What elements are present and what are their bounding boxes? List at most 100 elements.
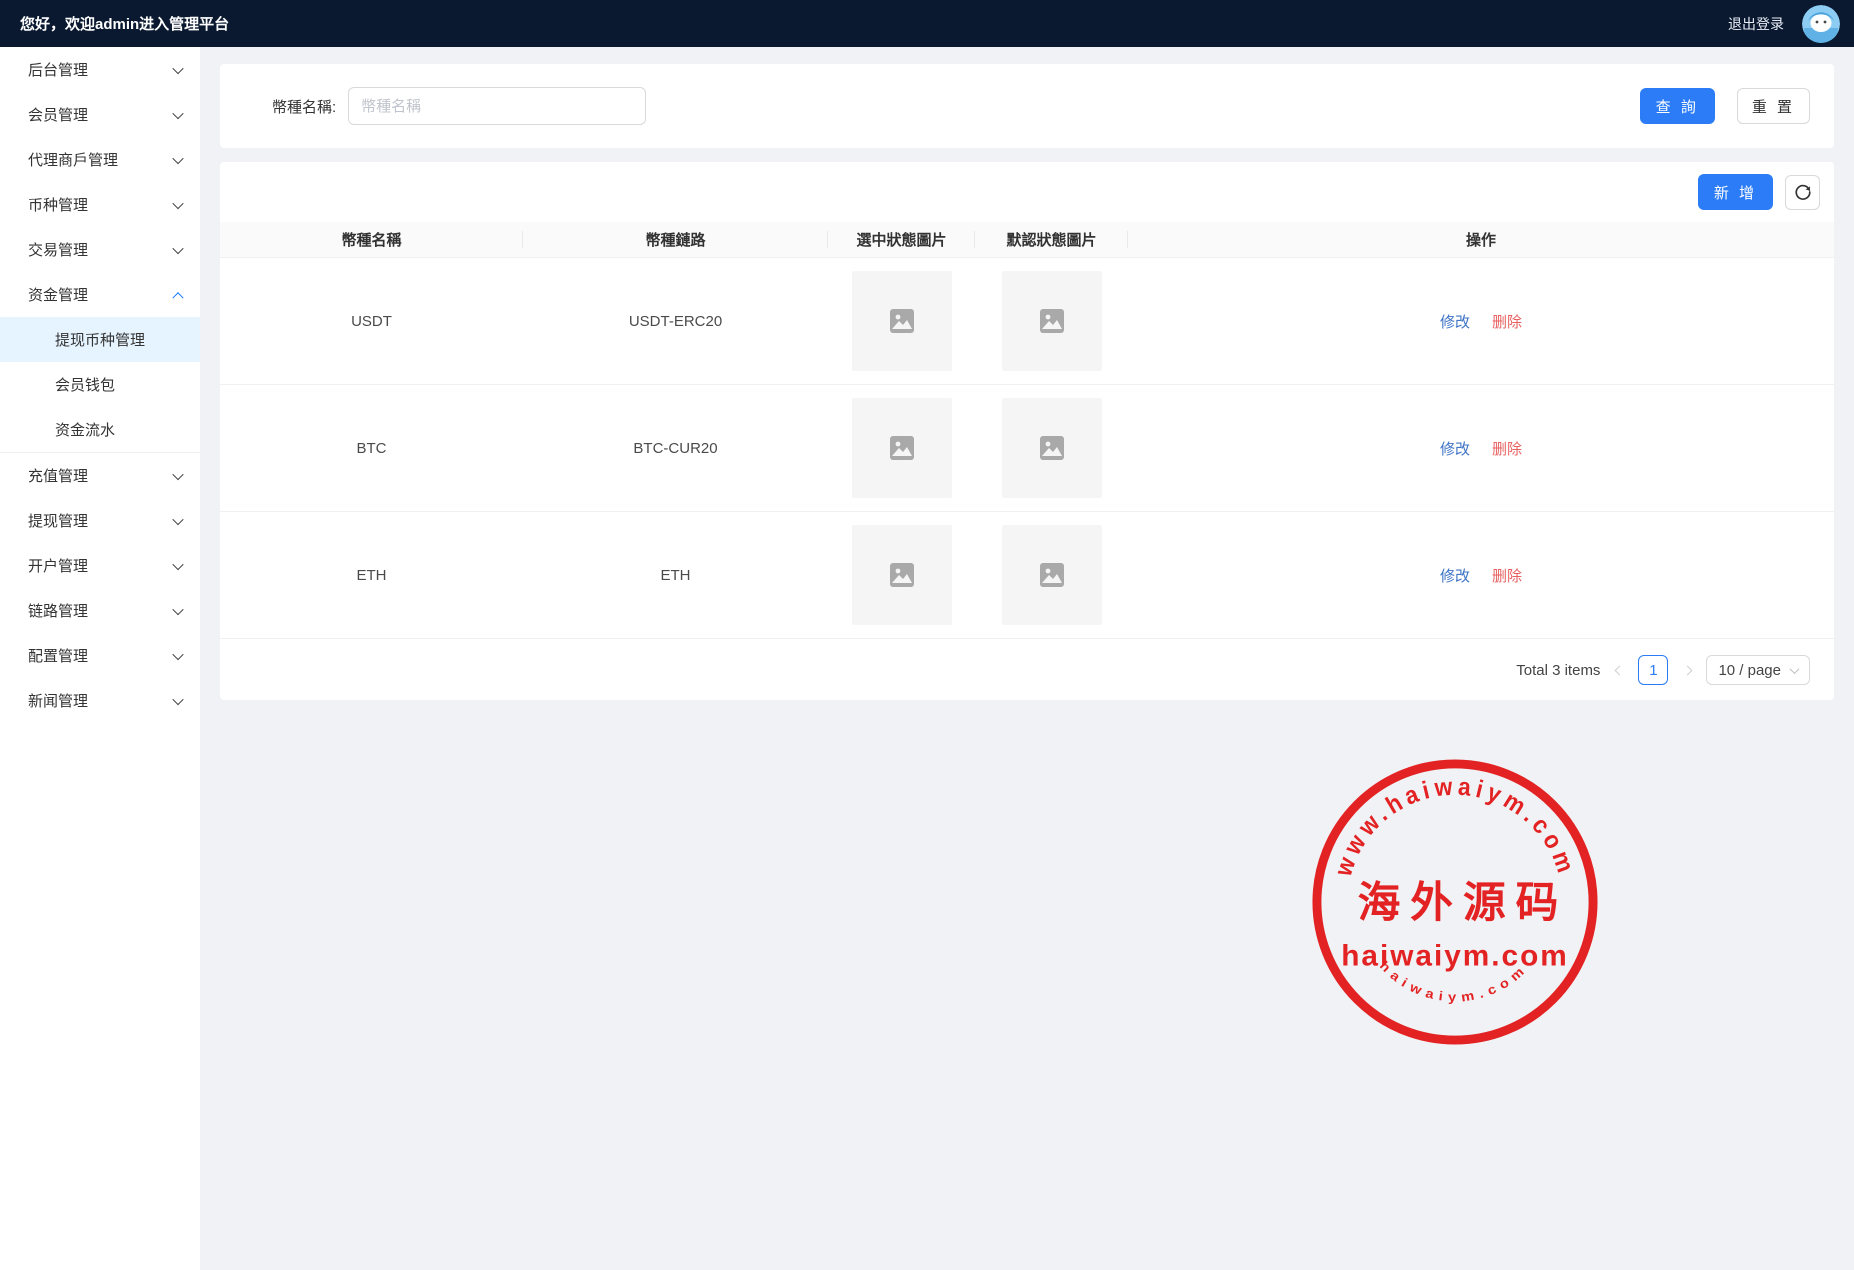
sidebar-item-label: 新闻管理	[28, 693, 89, 710]
header-coin-chain: 幣種鏈路	[523, 222, 828, 257]
sidebar-item-members[interactable]: 会员管理	[0, 92, 200, 137]
refresh-button[interactable]	[1785, 174, 1820, 210]
sidebar-item-label: 充值管理	[28, 468, 89, 485]
sidebar-item-config[interactable]: 配置管理	[0, 633, 200, 678]
chevron-down-icon	[172, 558, 184, 570]
sidebar-subitem-fund-flow[interactable]: 资金流水	[0, 407, 200, 452]
user-avatar[interactable]	[1802, 4, 1840, 43]
sidebar-subitem-label: 会员钱包	[55, 377, 116, 394]
sidebar-item-withdraw[interactable]: 提现管理	[0, 498, 200, 543]
prev-page-button[interactable]	[1612, 663, 1626, 677]
funds-submenu: 提现币种管理 会员钱包 资金流水	[0, 317, 200, 453]
sidebar-subitem-member-wallet[interactable]: 会员钱包	[0, 362, 200, 407]
edit-link[interactable]: 修改	[1439, 567, 1470, 585]
refresh-icon	[1794, 184, 1811, 200]
chevron-down-icon	[1789, 663, 1800, 674]
sidebar-item-funds[interactable]: 资金管理	[0, 272, 200, 317]
delete-link[interactable]: 删除	[1492, 567, 1523, 585]
table-row: USDT USDT-ERC20 修改 删除	[220, 258, 1834, 385]
header-actions: 操作	[1465, 232, 1496, 249]
image-placeholder-icon	[889, 563, 914, 587]
sidebar-item-backend[interactable]: 后台管理	[0, 47, 200, 92]
edit-link[interactable]: 修改	[1439, 440, 1470, 458]
header-selected-img: 選中狀態圖片	[828, 222, 975, 257]
chevron-down-icon	[172, 62, 184, 74]
next-page-button[interactable]	[1680, 663, 1694, 677]
chevron-down-icon	[172, 242, 184, 254]
sidebar-item-label: 链路管理	[28, 603, 89, 620]
chevron-left-icon	[1614, 665, 1625, 675]
sidebar-subitem-withdraw-coins[interactable]: 提现币种管理	[0, 317, 200, 362]
chevron-down-icon	[172, 648, 184, 660]
sidebar-item-label: 提现管理	[28, 513, 89, 530]
reset-button[interactable]: 重 置	[1736, 88, 1810, 124]
sidebar-item-coins[interactable]: 币种管理	[0, 182, 200, 227]
chevron-down-icon	[172, 468, 184, 480]
default-state-image[interactable]	[1001, 525, 1102, 625]
cell-coin-name: BTC	[356, 439, 387, 457]
chevron-down-icon	[172, 513, 184, 525]
cell-coin-chain: BTC-CUR20	[633, 439, 718, 457]
sidebar-item-news[interactable]: 新闻管理	[0, 678, 200, 723]
sidebar-item-accounts[interactable]: 开户管理	[0, 543, 200, 588]
sidebar-subitem-label: 资金流水	[55, 422, 116, 439]
query-button[interactable]: 查 詢	[1639, 88, 1715, 124]
page-size-select[interactable]: 10 / page	[1706, 655, 1810, 685]
page-size-value: 10 / page	[1718, 661, 1781, 679]
selected-state-image[interactable]	[851, 525, 952, 625]
sidebar-item-label: 代理商戶管理	[28, 152, 119, 169]
sidebar-item-agents[interactable]: 代理商戶管理	[0, 137, 200, 182]
cell-coin-name: USDT	[351, 312, 392, 330]
image-placeholder-icon	[889, 436, 914, 460]
sidebar-item-label: 交易管理	[28, 242, 89, 259]
default-state-image[interactable]	[1001, 271, 1102, 371]
default-state-image[interactable]	[1001, 398, 1102, 498]
delete-link[interactable]: 删除	[1492, 313, 1523, 331]
coin-name-input[interactable]	[348, 87, 647, 125]
sidebar-item-label: 配置管理	[28, 648, 89, 665]
avatar-icon	[1802, 4, 1840, 43]
selected-state-image[interactable]	[851, 398, 952, 498]
main-content: 幣種名稱: 查 詢 重 置 新 增 幣種名稱 幣種鏈路 選中狀態圖片 默認狀態圖…	[200, 47, 1854, 1270]
sidebar-item-label: 币种管理	[28, 197, 89, 214]
chevron-down-icon	[172, 603, 184, 615]
header-default-img: 默認狀態圖片	[975, 222, 1128, 257]
image-placeholder-icon	[1039, 436, 1064, 460]
selected-state-image[interactable]	[851, 271, 952, 371]
table-row: BTC BTC-CUR20 修改 删除	[220, 385, 1834, 512]
sidebar-item-label: 会员管理	[28, 107, 89, 124]
chevron-right-icon	[1682, 665, 1693, 675]
table-card: 新 增 幣種名稱 幣種鏈路 選中狀態圖片 默認狀態圖片 操作 USDT USDT…	[220, 162, 1834, 700]
search-card: 幣種名稱: 查 詢 重 置	[220, 64, 1834, 148]
pagination-total: Total 3 items	[1516, 661, 1601, 679]
header-coin-name: 幣種名稱	[220, 222, 523, 257]
welcome-message: 您好，欢迎admin进入管理平台	[20, 16, 230, 33]
logout-button[interactable]: 退出登录	[1728, 15, 1784, 32]
chevron-down-icon	[172, 197, 184, 209]
sidebar-item-trade[interactable]: 交易管理	[0, 227, 200, 272]
image-placeholder-icon	[889, 309, 914, 333]
sidebar-item-label: 资金管理	[28, 287, 89, 304]
sidebar: 后台管理 会员管理 代理商戶管理 币种管理 交易管理 资金管理 提现币种管理 会…	[0, 47, 200, 1270]
sidebar-item-links[interactable]: 链路管理	[0, 588, 200, 633]
chevron-up-icon	[172, 291, 184, 303]
page-number-1[interactable]: 1	[1638, 655, 1669, 685]
image-placeholder-icon	[1039, 563, 1064, 587]
sidebar-item-label: 开户管理	[28, 558, 89, 575]
table-header-row: 幣種名稱 幣種鏈路 選中狀態圖片 默認狀態圖片 操作	[220, 222, 1834, 258]
cell-coin-chain: USDT-ERC20	[628, 312, 723, 330]
delete-link[interactable]: 删除	[1492, 440, 1523, 458]
sidebar-subitem-label: 提现币种管理	[55, 332, 146, 349]
chevron-down-icon	[172, 152, 184, 164]
top-navbar: 您好，欢迎admin进入管理平台 退出登录	[0, 0, 1854, 47]
cell-coin-name: ETH	[356, 566, 387, 584]
sidebar-item-recharge[interactable]: 充值管理	[0, 453, 200, 498]
table-toolbar: 新 增	[220, 162, 1834, 222]
image-placeholder-icon	[1039, 309, 1064, 333]
sidebar-item-label: 后台管理	[28, 62, 89, 79]
edit-link[interactable]: 修改	[1439, 313, 1470, 331]
table-row: ETH ETH 修改 删除	[220, 512, 1834, 639]
chevron-down-icon	[172, 693, 184, 705]
add-button[interactable]: 新 增	[1697, 174, 1773, 210]
pagination: Total 3 items 1 10 / page	[1516, 655, 1810, 685]
